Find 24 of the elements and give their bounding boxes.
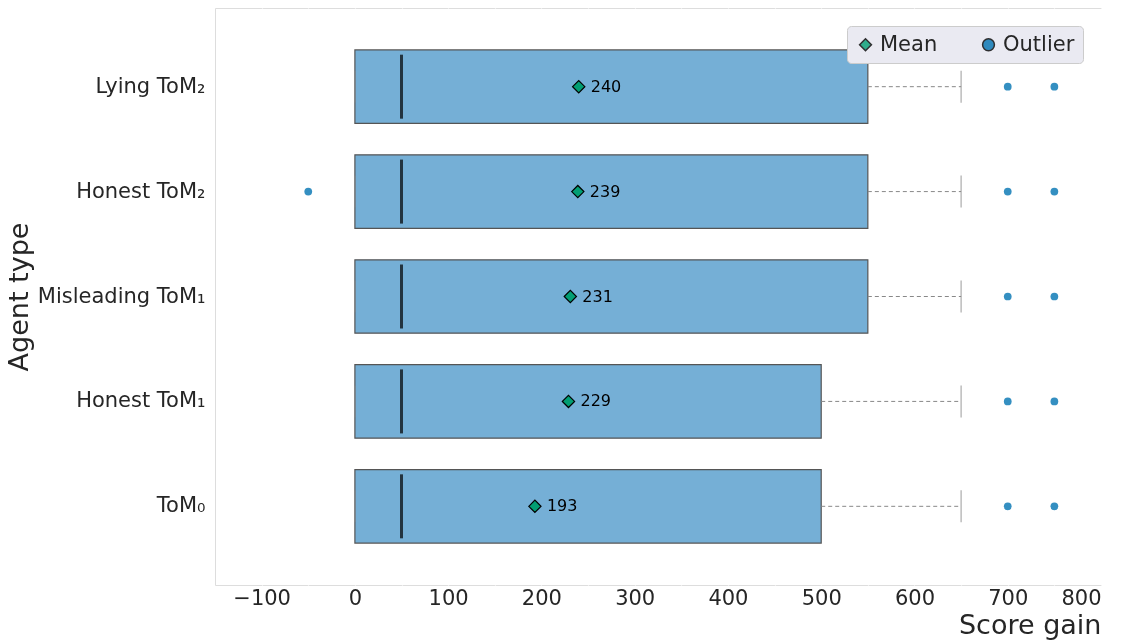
data-label: 239 [589, 181, 621, 201]
x-tick-label: 400 [708, 585, 749, 610]
y-tick-label: Misleading ToM₁ [37, 283, 206, 308]
legend-label: Mean [880, 31, 938, 56]
x-tick-label: −100 [233, 585, 291, 610]
data-label: 240 [590, 76, 622, 96]
data-label: 231 [582, 286, 613, 306]
x-tick-label: 700 [988, 585, 1029, 610]
x-tick-label: 300 [615, 585, 656, 610]
x-axis-title: Score gain [958, 608, 1102, 640]
y-tick-label: Honest ToM₂ [76, 178, 206, 203]
y-axis-title: Agent type [2, 222, 34, 372]
y-tick-label: Honest ToM₁ [76, 388, 206, 413]
y-tick-label: Lying ToM₂ [95, 73, 206, 98]
data-label: 193 [546, 496, 578, 516]
x-tick-label: 100 [428, 585, 469, 610]
x-tick-label: 600 [894, 585, 936, 610]
y-tick-label: ToM₀ [155, 493, 206, 518]
data-label: 229 [580, 391, 612, 411]
x-tick-label: 0 [348, 585, 363, 610]
x-tick-label: 200 [521, 585, 562, 610]
legend-label: Outlier [1003, 31, 1075, 56]
x-tick-label: 800 [1061, 585, 1102, 610]
x-tick-label: 500 [801, 585, 842, 610]
